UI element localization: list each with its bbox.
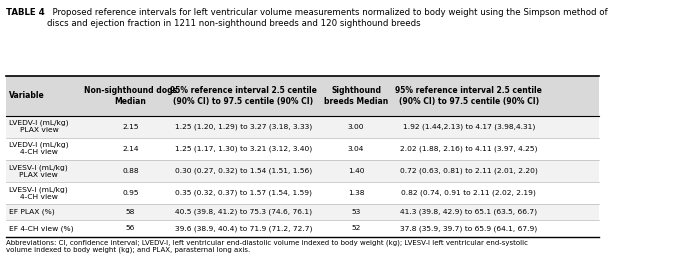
Text: 2.15: 2.15: [122, 124, 139, 130]
Text: 0.82 (0.74, 0.91 to 2.11 (2.02, 2.19): 0.82 (0.74, 0.91 to 2.11 (2.02, 2.19): [401, 190, 536, 196]
Text: 0.35 (0.32, 0.37) to 1.57 (1.54, 1.59): 0.35 (0.32, 0.37) to 1.57 (1.54, 1.59): [175, 190, 312, 196]
Bar: [6, 182, 599, 204]
Text: 37.8 (35.9, 39.7) to 65.9 (64.1, 67.9): 37.8 (35.9, 39.7) to 65.9 (64.1, 67.9): [400, 225, 537, 232]
Text: 41.3 (39.8, 42.9) to 65.1 (63.5, 66.7): 41.3 (39.8, 42.9) to 65.1 (63.5, 66.7): [400, 209, 537, 215]
Text: 58: 58: [126, 209, 135, 215]
Bar: [6, 204, 599, 220]
Text: Sighthound
breeds Median: Sighthound breeds Median: [324, 86, 388, 106]
Text: 40.5 (39.8, 41.2) to 75.3 (74.6, 76.1): 40.5 (39.8, 41.2) to 75.3 (74.6, 76.1): [175, 209, 312, 215]
Bar: [6, 220, 599, 237]
Text: 3.00: 3.00: [347, 124, 364, 130]
Bar: [6, 76, 599, 116]
Text: 0.72 (0.63, 0.81) to 2.11 (2.01, 2.20): 0.72 (0.63, 0.81) to 2.11 (2.01, 2.20): [400, 168, 538, 174]
Text: 1.92 (1.44,2.13) to 4.17 (3.98,4.31): 1.92 (1.44,2.13) to 4.17 (3.98,4.31): [403, 123, 535, 130]
Text: Proposed reference intervals for left ventricular volume measurements normalized: Proposed reference intervals for left ve…: [47, 8, 608, 27]
Text: 95% reference interval 2.5 centile
(90% CI) to 97.5 centile (90% CI): 95% reference interval 2.5 centile (90% …: [170, 86, 317, 106]
Text: 56: 56: [126, 225, 135, 231]
Text: 1.40: 1.40: [347, 168, 364, 174]
Text: 0.88: 0.88: [122, 168, 139, 174]
Text: 1.25 (1.17, 1.30) to 3.21 (3.12, 3.40): 1.25 (1.17, 1.30) to 3.21 (3.12, 3.40): [175, 146, 312, 152]
Text: LVESV-I (mL/kg)
PLAX view: LVESV-I (mL/kg) PLAX view: [9, 164, 68, 178]
Text: 3.04: 3.04: [348, 146, 364, 152]
Bar: [6, 138, 599, 160]
Text: 2.02 (1.88, 2.16) to 4.11 (3.97, 4.25): 2.02 (1.88, 2.16) to 4.11 (3.97, 4.25): [400, 146, 537, 152]
Text: Variable: Variable: [9, 91, 45, 100]
Text: 1.25 (1.20, 1.29) to 3.27 (3.18, 3.33): 1.25 (1.20, 1.29) to 3.27 (3.18, 3.33): [175, 123, 312, 130]
Text: 53: 53: [352, 209, 360, 215]
Text: TABLE 4: TABLE 4: [6, 8, 45, 17]
Text: 52: 52: [352, 225, 360, 231]
Text: EF 4-CH view (%): EF 4-CH view (%): [9, 225, 73, 232]
Text: Non-sighthound dogs
Median: Non-sighthound dogs Median: [84, 86, 177, 106]
Text: 0.95: 0.95: [122, 190, 139, 196]
Text: 39.6 (38.9, 40.4) to 71.9 (71.2, 72.7): 39.6 (38.9, 40.4) to 71.9 (71.2, 72.7): [175, 225, 312, 232]
Bar: [6, 116, 599, 138]
Bar: [6, 160, 599, 182]
Text: 95% reference interval 2.5 centile
(90% CI) to 97.5 centile (90% CI): 95% reference interval 2.5 centile (90% …: [395, 86, 542, 106]
Text: LVESV-I (mL/kg)
4-CH view: LVESV-I (mL/kg) 4-CH view: [9, 186, 68, 200]
Text: 1.38: 1.38: [347, 190, 364, 196]
Text: 2.14: 2.14: [122, 146, 139, 152]
Text: Abbreviations: CI, confidence interval; LVEDV-I, left ventricular end-diastolic : Abbreviations: CI, confidence interval; …: [6, 239, 528, 253]
Text: LVEDV-I (mL/kg)
4-CH view: LVEDV-I (mL/kg) 4-CH view: [9, 142, 69, 155]
Text: EF PLAX (%): EF PLAX (%): [9, 209, 55, 215]
Text: LVEDV-I (mL/kg)
PLAX view: LVEDV-I (mL/kg) PLAX view: [9, 120, 69, 133]
Text: 0.30 (0.27, 0.32) to 1.54 (1.51, 1.56): 0.30 (0.27, 0.32) to 1.54 (1.51, 1.56): [175, 168, 312, 174]
